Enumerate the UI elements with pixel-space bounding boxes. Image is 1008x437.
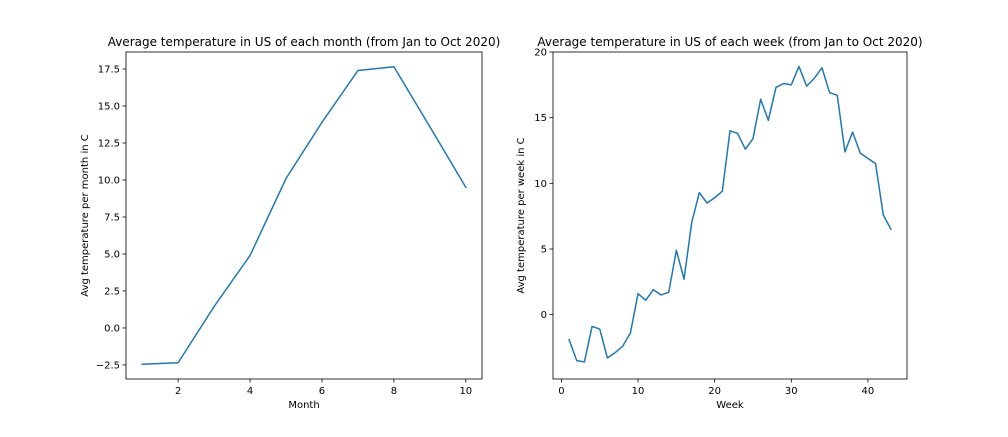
series-line <box>141 66 467 365</box>
x-axis-label: Month <box>288 400 319 411</box>
y-tick-label: 0 <box>541 310 547 321</box>
x-tick-label: 10 <box>632 386 645 397</box>
y-tick-label: 20 <box>534 48 547 59</box>
chart-title: Average temperature in US of each month … <box>108 35 501 49</box>
y-tick-label: 5.0 <box>104 249 120 260</box>
chart-1: Average temperature in US of each month … <box>80 35 500 411</box>
chart-2: Average temperature in US of each week (… <box>516 35 923 411</box>
x-tick-label: 40 <box>862 386 875 397</box>
y-tick-label: 17.5 <box>98 65 120 76</box>
y-tick-label: 0.0 <box>104 323 120 334</box>
x-tick-label: 0 <box>558 386 564 397</box>
x-tick-label: 20 <box>708 386 721 397</box>
y-tick-label: 7.5 <box>104 212 120 223</box>
y-axis-label: Avg temperature per month in C <box>80 134 91 296</box>
y-tick-label: 12.5 <box>98 138 120 149</box>
x-tick-label: 2 <box>175 386 181 397</box>
y-tick-label: 15.0 <box>98 102 120 113</box>
x-tick-label: 6 <box>319 386 325 397</box>
series-line <box>568 65 892 363</box>
y-tick-label: 5 <box>541 244 547 255</box>
x-axis-label: Week <box>716 400 744 411</box>
plot-frame <box>125 51 483 380</box>
x-tick-label: 30 <box>785 386 798 397</box>
chart-title: Average temperature in US of each week (… <box>537 35 922 49</box>
y-tick-label: 10.0 <box>98 175 120 186</box>
y-tick-label: 10 <box>534 179 547 190</box>
y-tick-label: −2.5 <box>96 360 120 371</box>
y-axis-label: Avg temperature per week in C <box>516 137 527 293</box>
plot-frame <box>552 51 908 380</box>
x-tick-label: 10 <box>459 386 472 397</box>
y-tick-label: 2.5 <box>104 286 120 297</box>
y-tick-label: 15 <box>534 113 547 124</box>
x-tick-label: 8 <box>391 386 397 397</box>
x-tick-label: 4 <box>247 386 253 397</box>
